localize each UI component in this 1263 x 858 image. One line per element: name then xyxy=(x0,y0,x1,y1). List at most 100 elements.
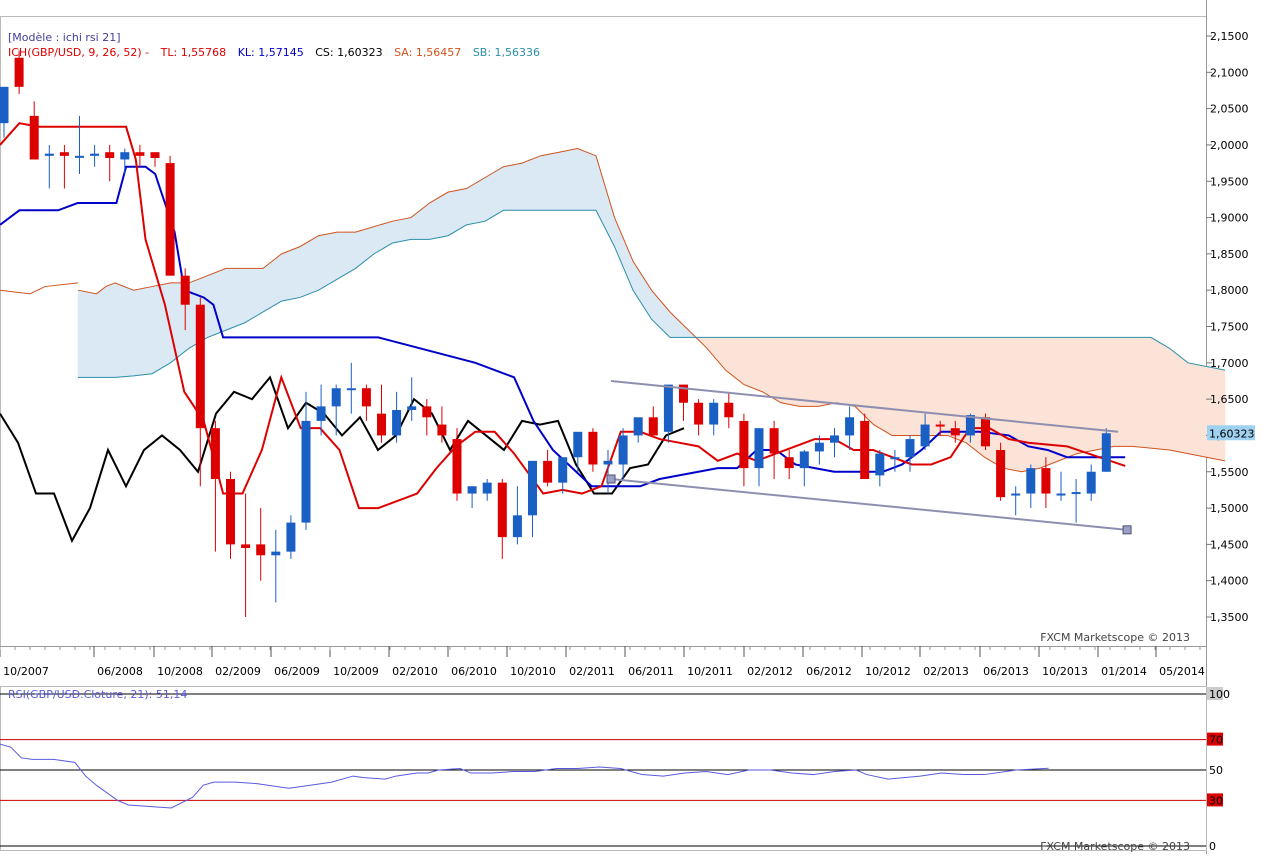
candle-body xyxy=(452,439,462,494)
senkou-a-line xyxy=(77,148,1226,473)
cloud-segment xyxy=(1012,337,1022,473)
rsi-tick-bg xyxy=(1207,793,1223,807)
y-tick-label: 1,9500 xyxy=(1210,175,1249,188)
cloud-segment xyxy=(799,337,809,407)
x-tick-label: 02/2009 xyxy=(215,665,261,678)
cloud-segment xyxy=(494,166,504,217)
candle-body xyxy=(1056,493,1066,496)
candle-body xyxy=(965,415,975,436)
cloud-segment xyxy=(568,148,578,211)
candle-body xyxy=(44,153,54,156)
cloud-segment xyxy=(873,337,883,431)
cloud-segment xyxy=(1187,362,1198,456)
x-tick-label: 10/2009 xyxy=(333,665,379,678)
model-label: [Modèle : ichi rsi 21] xyxy=(8,31,121,44)
chikou-line xyxy=(0,375,685,544)
legend-tl: TL: 1,55768 xyxy=(160,46,227,59)
cloud-segment xyxy=(956,337,967,444)
watermark-rsi: FXCM Marketscope © 2013 xyxy=(1040,840,1190,853)
y-tick-label: 1,7500 xyxy=(1210,321,1249,334)
candle-body xyxy=(29,115,39,160)
candle-body xyxy=(543,460,553,483)
x-tick-label: 06/2013 xyxy=(983,665,1029,678)
y-tick-label: 1,9000 xyxy=(1210,212,1249,225)
x-tick-label: 10/2010 xyxy=(510,665,556,678)
candle-body xyxy=(316,406,326,421)
cloud-segment xyxy=(762,337,772,398)
cloud-segment xyxy=(521,159,532,211)
cloud-segment xyxy=(142,286,153,376)
price-tag-label: 1,60323 xyxy=(1209,427,1255,440)
candle-body xyxy=(1041,468,1051,494)
cloud-segment xyxy=(586,151,597,211)
cloud-segment xyxy=(882,337,893,436)
cloud-segment xyxy=(466,182,476,226)
candle-body xyxy=(709,402,719,425)
x-tick-label: 06/2012 xyxy=(806,665,852,678)
x-tick-label: 06/2009 xyxy=(274,665,320,678)
candle-body xyxy=(950,428,960,436)
cloud-segment xyxy=(272,253,282,307)
candle-body xyxy=(90,153,100,156)
candle-body xyxy=(271,551,281,556)
candle-body xyxy=(663,384,673,432)
trend-line-upper xyxy=(610,379,1119,433)
candle-body xyxy=(679,384,688,403)
cloud-segment xyxy=(475,177,486,224)
rsi-tick-label: 0 xyxy=(1209,840,1216,853)
cloud-segment xyxy=(891,337,902,436)
candle-body xyxy=(784,457,794,469)
cloud-segment xyxy=(993,337,1004,469)
trend-line-lower xyxy=(610,478,1128,531)
y-tick-label: 1,4000 xyxy=(1210,575,1249,588)
cloud-segment xyxy=(225,268,236,331)
candle-body xyxy=(482,482,492,494)
cloud-segment xyxy=(1160,342,1170,451)
kijun-line xyxy=(0,165,1126,488)
cloud-segment xyxy=(854,337,865,417)
x-tick-label: 06/2008 xyxy=(97,665,143,678)
cloud-segment xyxy=(401,217,412,242)
x-tick-label: 06/2010 xyxy=(451,665,497,678)
candle-body xyxy=(845,417,855,436)
cloud-segment xyxy=(1150,336,1161,450)
cloud-segment xyxy=(808,337,819,407)
cloud-segment xyxy=(743,337,754,389)
rsi-legend: RSI(GBP/USD.Cloture, 21): 51,14 xyxy=(8,688,187,701)
x-tick-label: 10/2013 xyxy=(1042,665,1088,678)
candle-body xyxy=(14,57,24,87)
x-tick-label: 02/2011 xyxy=(569,665,615,678)
cloud-segment xyxy=(346,231,356,275)
candle-body xyxy=(814,442,824,452)
cloud-segment xyxy=(1113,337,1124,447)
trend-handle-end[interactable] xyxy=(1122,525,1132,535)
cloud-segment xyxy=(124,286,134,377)
candle-body xyxy=(195,304,205,429)
x-tick-label: 10/2012 xyxy=(865,665,911,678)
candle-body xyxy=(890,457,900,460)
cloud-segment xyxy=(558,150,569,211)
cloud-segment xyxy=(753,337,763,393)
legend-ich: ICH(GBP/USD, 9, 26, 52) - xyxy=(8,46,149,59)
candle-body xyxy=(799,451,809,469)
cloud-segment xyxy=(1197,364,1207,458)
cloud-segment xyxy=(1021,337,1031,473)
candle-body xyxy=(0,86,9,124)
rsi-tick-bg xyxy=(1207,687,1223,700)
cloud-segment xyxy=(780,337,791,405)
x-tick-label: 05/2014 xyxy=(1159,665,1205,678)
cloud-segment xyxy=(299,240,310,298)
candle-body xyxy=(633,417,643,436)
cloud-segment xyxy=(901,337,911,436)
cloud-segment xyxy=(1030,337,1041,471)
cloud-segment xyxy=(114,282,125,378)
candle-body xyxy=(830,435,839,443)
candle-body xyxy=(769,428,779,454)
price-tag xyxy=(1207,425,1255,441)
rsi-tick-label: 100 xyxy=(1209,688,1230,701)
cloud-segment xyxy=(151,284,162,375)
trend-handle-start[interactable] xyxy=(606,474,616,484)
y-tick-label: 1,5500 xyxy=(1210,466,1249,479)
